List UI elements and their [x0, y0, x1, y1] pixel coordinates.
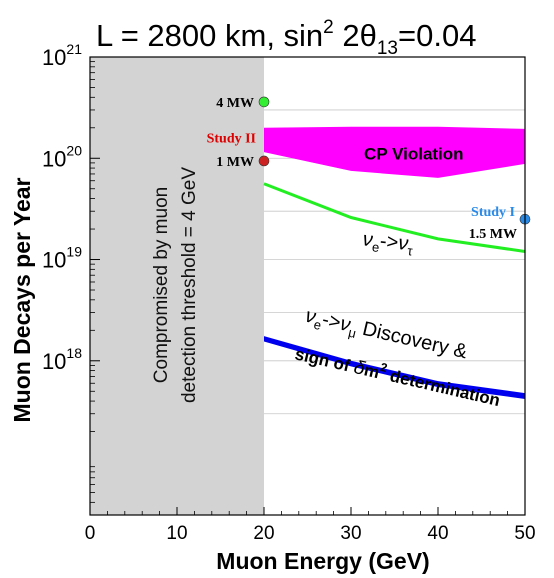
x-tick-label-5: 50 — [514, 523, 535, 544]
y-tick-label-exp-2: 20 — [66, 142, 82, 158]
y-tick-label-exp-1: 19 — [66, 244, 82, 260]
y-tick-label-base-3: 10 — [42, 45, 66, 70]
x-axis-ticks: 0 10 20 30 40 50 — [85, 507, 536, 544]
threshold-text-line2: detection threshold = 4 GeV — [179, 167, 200, 403]
threshold-shaded-region — [90, 57, 264, 515]
point-1mw — [258, 155, 270, 167]
x-tick-label-4: 40 — [427, 523, 448, 544]
cp-violation-band — [264, 126, 525, 178]
x-tick-label-3: 30 — [340, 523, 361, 544]
y-tick-label-exp-3: 21 — [66, 41, 82, 57]
power-1-5mw-label: 1.5 MW — [469, 227, 517, 242]
series-nue-numu-label-line2: sign of δm2 determination — [293, 340, 503, 411]
series-nue-nutau-label: νe->ντ — [361, 228, 415, 258]
y-tick-label-base-0: 10 — [42, 349, 66, 374]
x-tick-label-0: 0 — [85, 523, 96, 544]
study-ii-label: Study II — [207, 132, 256, 147]
y-tick-label-2: 1020 — [42, 142, 82, 171]
point-4mw-label: 4 MW — [216, 96, 254, 111]
x-tick-label-1: 10 — [166, 523, 187, 544]
threshold-text-line1: Compromised by muon — [151, 187, 172, 383]
series-nue-numu-band — [264, 336, 525, 399]
point-1mw-label: 1 MW — [216, 155, 254, 170]
x-axis-label: Muon Energy (GeV) — [216, 548, 429, 574]
plot-frame — [89, 56, 526, 516]
y-tick-label-exp-0: 18 — [66, 345, 82, 361]
threshold-text: Compromised by muon detection threshold … — [151, 167, 200, 403]
x-tick-label-2: 20 — [253, 523, 274, 544]
point-4mw — [258, 96, 270, 108]
y-tick-label-1: 1019 — [42, 244, 82, 273]
y-axis-label: Muon Decays per Year — [9, 177, 35, 422]
cp-violation-label: CP Violation — [364, 144, 464, 163]
y-tick-label-base-2: 10 — [42, 146, 66, 171]
chart-title: L = 2800 km, sin2 2θ13=0.04 — [96, 17, 476, 59]
series-nue-nutau-line — [263, 182, 526, 253]
y-tick-label-3: 1021 — [42, 41, 82, 70]
y-tick-label-base-1: 10 — [42, 248, 66, 273]
y-tick-label-0: 1018 — [42, 345, 82, 374]
point-study-i-label: Study I — [471, 205, 515, 220]
